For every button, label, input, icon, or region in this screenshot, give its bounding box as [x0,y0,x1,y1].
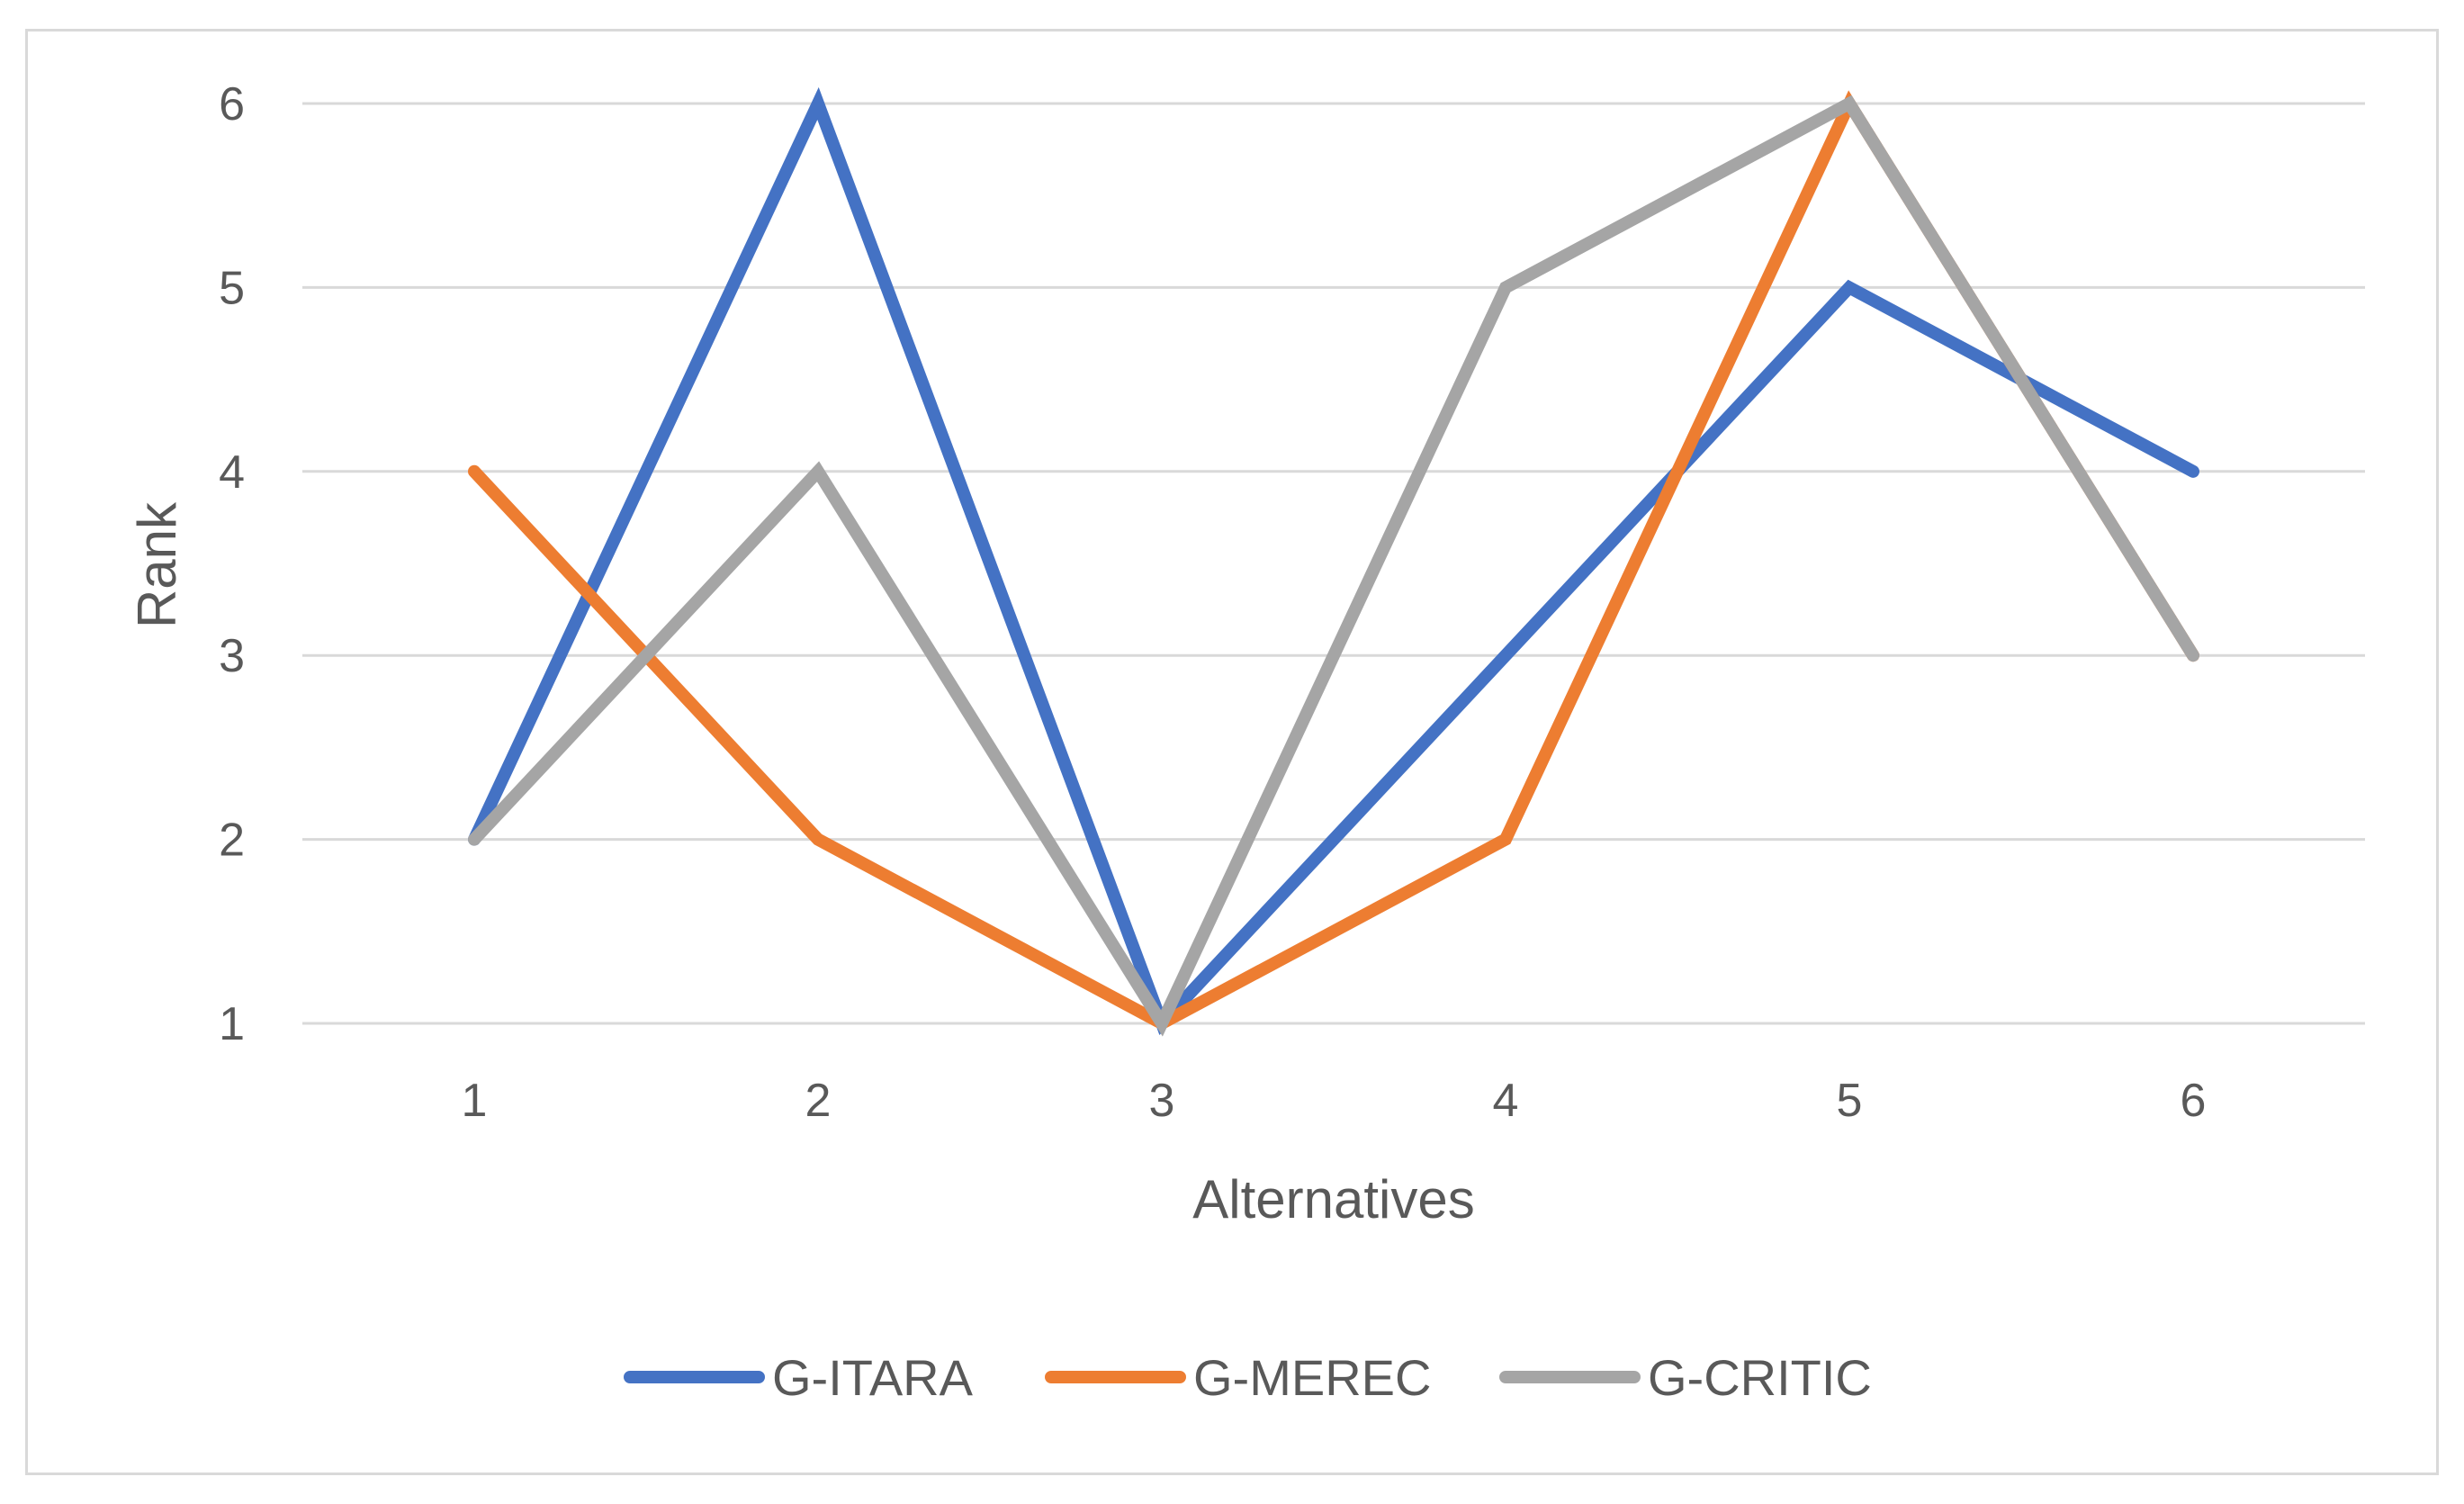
x-tick-label: 2 [805,1075,832,1127]
y-axis-ticks: 1 2 3 4 5 6 [219,78,245,1050]
legend: G-ITARA G-MEREC G-CRITIC [624,1349,1872,1406]
x-tick-label: 5 [1837,1075,1863,1127]
x-tick-label: 1 [462,1075,488,1127]
y-tick-label: 6 [219,78,245,131]
x-tick-label: 6 [2181,1075,2207,1127]
y-tick-label: 5 [219,262,245,314]
chart-frame [25,29,2439,1475]
y-tick-label: 4 [219,446,245,499]
y-tick-label: 1 [219,998,245,1050]
x-tick-label: 4 [1493,1075,1519,1127]
x-axis-title: Alternatives [1192,1169,1474,1229]
legend-label-g-itara: G-ITARA [772,1349,974,1406]
series-line-g-critic [468,95,2199,1037]
y-tick-label: 3 [219,630,245,682]
series-line-g-itara [468,86,2199,1036]
legend-label-g-critic: G-CRITIC [1648,1349,1872,1406]
series-lines [468,86,2199,1037]
legend-label-g-merec: G-MEREC [1193,1349,1431,1406]
x-axis-ticks: 1 2 3 4 5 6 [462,1075,2207,1127]
y-axis-title: Rank [127,501,187,628]
x-tick-label: 3 [1149,1075,1175,1127]
y-tick-label: 2 [219,815,245,867]
gridlines [302,102,2365,1025]
